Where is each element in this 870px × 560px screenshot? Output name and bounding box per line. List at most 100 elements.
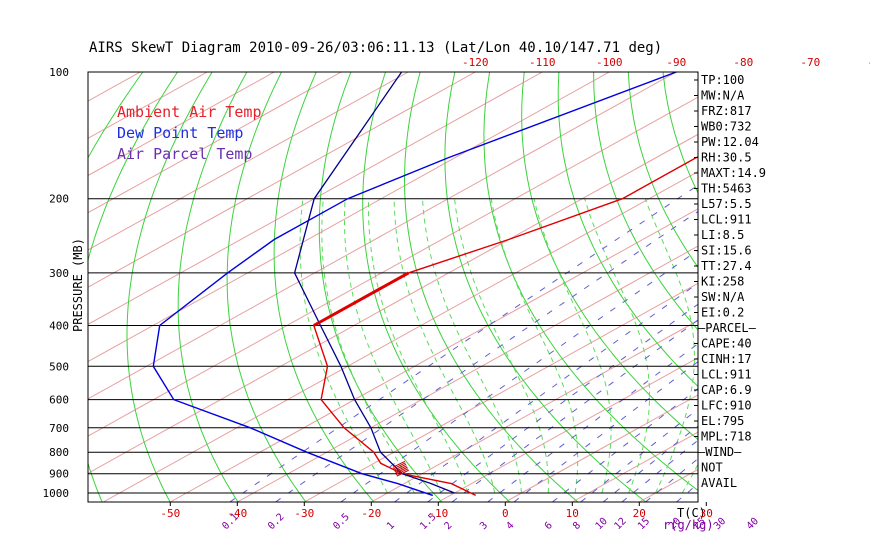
isotherm-line xyxy=(88,72,409,251)
mixing-ratio-tick-label: 3 xyxy=(478,520,490,532)
stat-item: FRZ:817 xyxy=(701,104,752,118)
dry-adiabat-line xyxy=(483,72,698,492)
mixing-ratio-line xyxy=(621,439,698,502)
pressure-tick-label: 400 xyxy=(49,319,69,332)
stat-item: TP:100 xyxy=(701,73,744,87)
stat-item: RH:30.5 xyxy=(701,151,752,165)
dry-adiabat-line xyxy=(824,31,870,504)
mixing-ratio-tick-label: 6 xyxy=(543,520,555,532)
moist-adiabat-line xyxy=(393,198,496,494)
isotherm-line xyxy=(773,72,870,502)
dry-adiabat-line xyxy=(792,31,870,504)
isotherm-line xyxy=(88,72,543,325)
pressure-tick-label: 200 xyxy=(49,193,69,206)
plot-frame xyxy=(87,71,707,506)
x-axis-unit-label: T(C) xyxy=(677,506,706,520)
bottom-temp-tick-label: -30 xyxy=(294,507,314,520)
cape-hatch-line xyxy=(393,463,407,471)
chart-grid xyxy=(88,31,870,504)
mixing-ratio-tick-label: 30 xyxy=(712,516,728,532)
mixing-ratio-line xyxy=(427,303,698,502)
top-temp-tick-label: -80 xyxy=(733,56,753,69)
pressure-tick-label: 500 xyxy=(49,360,69,373)
dry-adiabat-line xyxy=(593,72,698,331)
series-line-air-parcel-temp xyxy=(293,72,455,494)
stat-item: AVAIL xyxy=(701,476,737,490)
mixing-ratio-unit-label: r(g/kg) xyxy=(663,518,714,532)
bottom-temp-tick-label: 10 xyxy=(566,507,579,520)
stat-item: MPL:718 xyxy=(701,430,752,444)
stat-item: MW:N/A xyxy=(701,89,745,103)
dry-adiabat-line xyxy=(126,72,213,502)
dry-adiabat-line xyxy=(759,31,870,504)
top-temp-tick-label: -110 xyxy=(529,56,556,69)
isotherm-line xyxy=(88,72,610,363)
isotherm-line xyxy=(304,282,698,502)
bottom-temp-tick-label: -10 xyxy=(428,507,448,520)
moist-adiabat-line xyxy=(299,198,388,494)
pressure-tick-label: 700 xyxy=(49,422,69,435)
moist-adiabat-line xyxy=(763,199,870,493)
pressure-tick-label: 300 xyxy=(49,267,69,280)
chart-series xyxy=(152,72,698,497)
chart-title: AIRS SkewT Diagram 2010-09-26/03:06:11.1… xyxy=(89,40,662,56)
mixing-ratio-line xyxy=(275,210,698,502)
mixing-ratio-line xyxy=(552,387,698,502)
dry-adiabat-line xyxy=(273,72,375,502)
dry-adiabat-line xyxy=(521,72,698,441)
mixing-ratio-tick-label: 2 xyxy=(442,520,454,532)
cape-hatch-line xyxy=(393,462,406,470)
top-temp-tick-labels: -120-110-100-90-80-70-60-50-40 xyxy=(462,56,870,69)
legend-entry: Ambient Air Temp xyxy=(117,103,262,121)
dry-adiabat-line xyxy=(444,72,647,502)
dry-adiabat-line xyxy=(403,72,579,502)
mixing-ratio-tick-label: 8 xyxy=(571,520,583,532)
stat-item: EL:795 xyxy=(701,414,744,428)
stat-item: —PARCEL— xyxy=(698,321,757,335)
bottom-temp-tick-label: 30 xyxy=(700,507,713,520)
cape-hatch-line xyxy=(396,469,409,477)
moist-adiabat-line xyxy=(736,199,870,493)
mixing-ratio-line xyxy=(602,425,698,502)
stat-item: CAP:6.9 xyxy=(701,383,752,397)
stat-item: L57:5.5 xyxy=(701,197,752,211)
moist-adiabat-line xyxy=(422,198,522,494)
mixing-ratio-tick-label: 40 xyxy=(745,516,761,532)
stat-item: WB0:732 xyxy=(701,120,752,134)
stat-item: CAPE:40 xyxy=(701,337,752,351)
stat-item: SW:N/A xyxy=(701,290,745,304)
dry-adiabat-line xyxy=(362,72,511,502)
moist-adiabat-line xyxy=(344,198,442,494)
series-line-dew-point-temp xyxy=(152,72,677,497)
stat-item: KI:258 xyxy=(701,275,744,289)
pressure-tick-label: 600 xyxy=(49,394,69,407)
pressure-tick-label: 1000 xyxy=(43,487,70,500)
pressure-tick-label: 800 xyxy=(49,446,69,459)
top-temp-tick-label: -70 xyxy=(800,56,820,69)
stat-item: MAXT:14.9 xyxy=(701,166,766,180)
isotherm-line xyxy=(88,72,275,177)
moist-adiabat-line xyxy=(816,199,870,493)
moist-adiabat-line xyxy=(681,463,698,494)
temp-highlight-segment xyxy=(313,271,410,327)
isotherm-line xyxy=(170,208,698,502)
isotherm-line xyxy=(840,72,870,502)
mixing-ratio-tick-label: 4 xyxy=(504,520,516,532)
stat-item: LI:8.5 xyxy=(701,228,744,242)
top-temp-tick-label: -100 xyxy=(596,56,623,69)
cape-hatch-line xyxy=(395,466,408,474)
mixing-ratio-line xyxy=(645,458,698,502)
mixing-ratio-line xyxy=(580,408,698,502)
series-line-ambient-air-temp xyxy=(312,156,698,497)
stat-item: LFC:910 xyxy=(701,399,752,413)
dry-adiabat-line xyxy=(88,72,179,502)
stat-item: SI:15.6 xyxy=(701,244,752,258)
mixing-ratio-tick-label: 0.5 xyxy=(331,512,352,533)
mixing-ratio-tick-label: 10 xyxy=(594,516,610,532)
mixing-ratio-line xyxy=(451,319,698,502)
isotherm-line xyxy=(88,96,698,437)
isotherm-line xyxy=(88,133,698,474)
isotherm-line xyxy=(371,319,698,502)
